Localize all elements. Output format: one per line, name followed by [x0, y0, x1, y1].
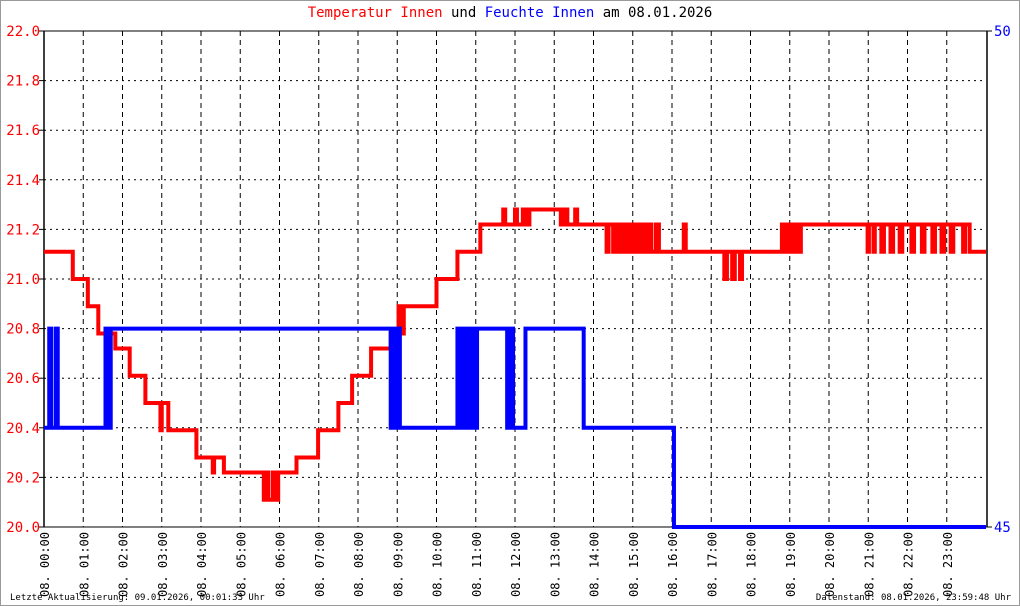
- x-tick-label: 08. 11:00: [470, 532, 484, 597]
- x-tick-label: 08. 08:00: [352, 532, 366, 597]
- x-tick-label: 08. 06:00: [274, 532, 288, 597]
- y-left-tick-label: 21.4: [6, 173, 40, 189]
- title-und: und: [442, 5, 485, 21]
- x-tick-label: 08. 19:00: [784, 532, 798, 597]
- chart-title: Temperatur Innen und Feuchte Innen am 08…: [1, 5, 1019, 21]
- footer-data-status: Datenstand: 08.01.2026, 23:59:48 Uhr: [815, 593, 1011, 603]
- humidity-series-line: [44, 326, 986, 529]
- y-right-tick-label: 45: [994, 520, 1011, 536]
- x-tick-label: 08. 23:00: [941, 532, 955, 597]
- y-right-tick-label: 50: [994, 24, 1011, 40]
- title-humidity: Feuchte Innen: [484, 5, 595, 21]
- title-temperature: Temperatur Innen: [307, 5, 443, 21]
- x-tick-label: 08. 00:00: [38, 532, 52, 597]
- temperature-series-line: [44, 207, 986, 502]
- x-tick-label: 08. 20:00: [823, 532, 837, 597]
- x-tick-label: 08. 04:00: [195, 532, 209, 597]
- x-tick-label: 08. 14:00: [588, 532, 602, 597]
- y-left-tick-label: 20.0: [6, 520, 40, 536]
- y-left-tick-label: 21.6: [6, 123, 40, 139]
- x-tick-label: 08. 07:00: [313, 532, 327, 597]
- x-tick-label: 08. 21:00: [862, 532, 876, 597]
- footer-last-update: Letzte Aktualisierung: 09.01.2026, 00:01…: [10, 593, 265, 603]
- x-tick-label: 08. 12:00: [509, 532, 523, 597]
- x-tick-label: 08. 13:00: [548, 532, 562, 597]
- y-left-tick-label: 21.2: [6, 222, 40, 238]
- y-left-tick-label: 21.8: [6, 74, 40, 90]
- y-left-tick-label: 20.6: [6, 371, 40, 387]
- x-tick-label: 08. 15:00: [627, 532, 641, 597]
- x-tick-label: 08. 17:00: [705, 532, 719, 597]
- y-left-tick-label: 21.0: [6, 272, 40, 288]
- y-left-tick-label: 20.8: [6, 322, 40, 338]
- x-tick-label: 08. 10:00: [431, 532, 445, 597]
- title-date: am 08.01.2026: [594, 5, 713, 21]
- x-tick-label: 08. 09:00: [391, 532, 405, 597]
- x-tick-label: 08. 02:00: [117, 532, 131, 597]
- x-tick-label: 08. 05:00: [234, 532, 248, 597]
- x-tick-label: 08. 03:00: [156, 532, 170, 597]
- x-tick-label: 08. 01:00: [77, 532, 91, 597]
- x-tick-label: 08. 22:00: [902, 532, 916, 597]
- y-left-tick-label: 20.2: [6, 470, 40, 486]
- y-left-tick-label: 22.0: [6, 24, 40, 40]
- x-tick-label: 08. 16:00: [666, 532, 680, 597]
- y-left-tick-label: 20.4: [6, 421, 40, 437]
- x-tick-label: 08. 18:00: [745, 532, 759, 597]
